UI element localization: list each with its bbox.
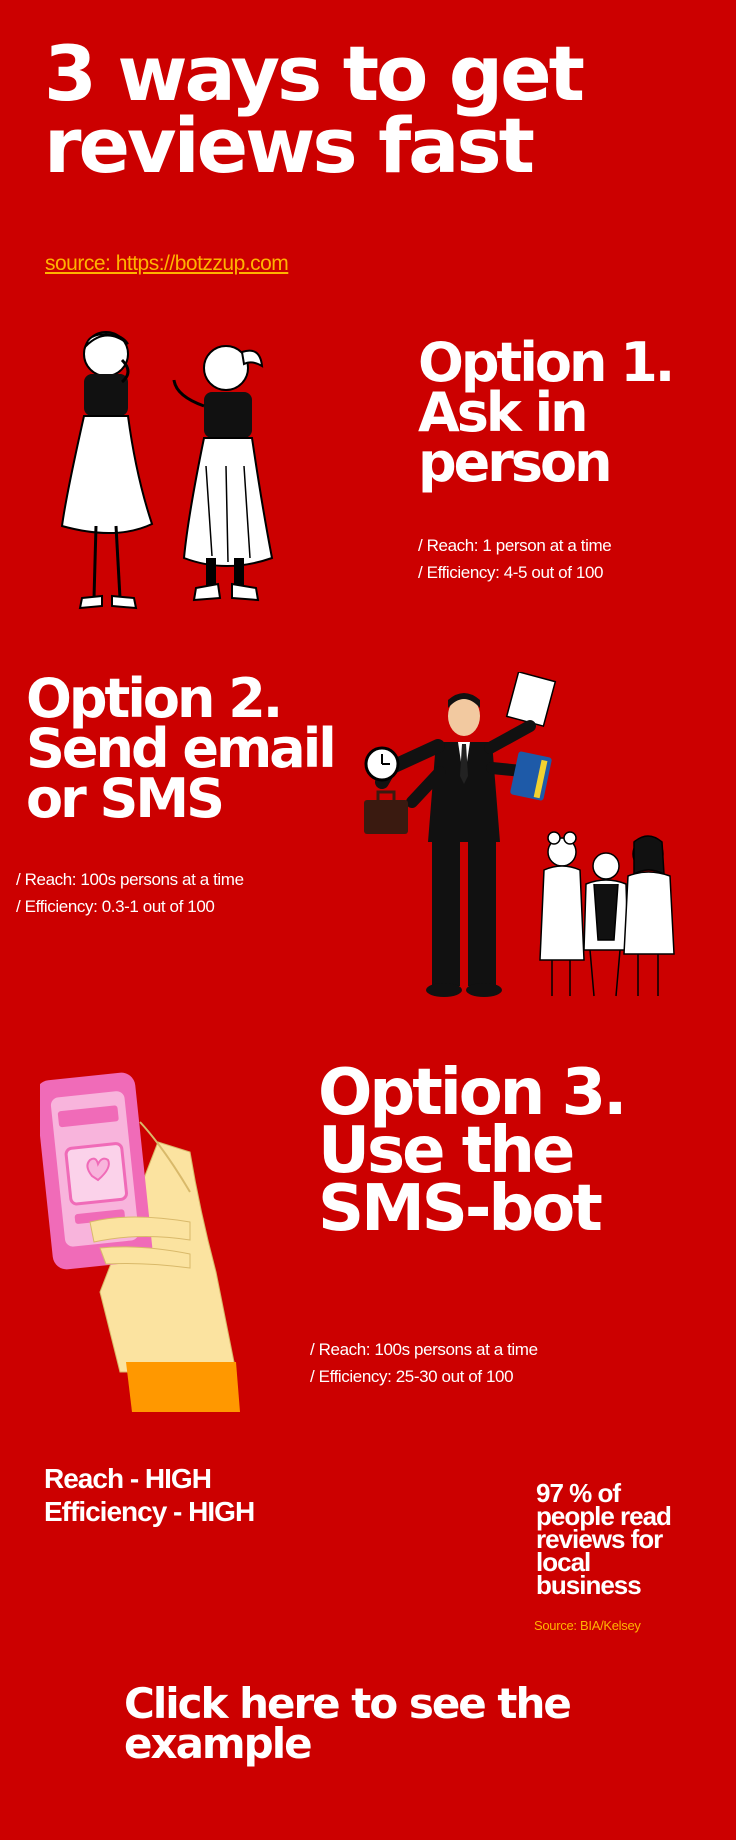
two-women-talking-illustration bbox=[56, 326, 286, 626]
page-title: 3 ways to get reviews fast bbox=[44, 29, 704, 190]
option-1-heading-line-1: Option 1. bbox=[418, 331, 675, 394]
option-2-stats: / Reach: 100s persons at a time / Effici… bbox=[16, 866, 244, 920]
option-3-heading-line-2: Use the bbox=[318, 1114, 575, 1188]
summary-efficiency: Efficiency - HIGH bbox=[44, 1496, 255, 1527]
option-3-heading: Option 3. Use the SMS-bot bbox=[318, 1056, 728, 1246]
cta-line-1: Click here to see the bbox=[124, 1679, 572, 1728]
fact-line-2: people read bbox=[536, 1501, 672, 1531]
option-2-heading-line-1: Option 2. bbox=[26, 667, 283, 730]
option-3-stats: / Reach: 100s persons at a time / Effici… bbox=[310, 1336, 538, 1390]
fact-line-1: 97 % of bbox=[536, 1478, 621, 1508]
option-1-heading-line-2: Ask in bbox=[418, 381, 589, 444]
cta-line-2: example bbox=[124, 1719, 313, 1768]
hand-holding-phone-illustration bbox=[40, 1072, 240, 1418]
title-line-2: reviews fast bbox=[44, 101, 535, 190]
option-3-heading-line-3: SMS-bot bbox=[318, 1172, 603, 1246]
example-cta-link[interactable]: Click here to see the example bbox=[124, 1679, 624, 1768]
title-line-1: 3 ways to get bbox=[44, 29, 585, 118]
option-1-heading: Option 1. Ask in person bbox=[418, 331, 718, 494]
option-3-heading-line-1: Option 3. bbox=[318, 1056, 627, 1130]
option-3-reach: / Reach: 100s persons at a time bbox=[310, 1340, 538, 1359]
option-1-stats: / Reach: 1 person at a time / Efficiency… bbox=[418, 532, 612, 586]
businessman-multitasking-illustration bbox=[360, 672, 570, 1002]
summary: Reach - HIGH Efficiency - HIGH bbox=[44, 1462, 255, 1528]
review-fact: 97 % of people read reviews for local bu… bbox=[536, 1478, 726, 1600]
option-3-efficiency: / Efficiency: 25-30 out of 100 bbox=[310, 1367, 514, 1386]
option-2-efficiency: / Efficiency: 0.3-1 out of 100 bbox=[16, 897, 215, 916]
option-2-heading-line-2: Send email bbox=[26, 717, 337, 780]
summary-reach: Reach - HIGH bbox=[44, 1463, 212, 1494]
option-1-reach: / Reach: 1 person at a time bbox=[418, 536, 612, 555]
fact-line-3: reviews for bbox=[536, 1524, 663, 1554]
option-2-heading: Option 2. Send email or SMS bbox=[26, 667, 356, 830]
fact-source: Source: BIA/Kelsey bbox=[534, 1618, 641, 1633]
group-of-women-illustration bbox=[536, 830, 676, 1000]
option-1-efficiency: / Efficiency: 4-5 out of 100 bbox=[418, 563, 604, 582]
fact-line-5: business bbox=[536, 1570, 642, 1600]
fact-line-4: local bbox=[536, 1547, 591, 1577]
option-1-heading-line-3: person bbox=[418, 431, 613, 494]
source-link[interactable]: source: https://botzzup.com bbox=[45, 252, 289, 275]
option-2-heading-line-3: or SMS bbox=[26, 767, 225, 830]
option-2-reach: / Reach: 100s persons at a time bbox=[16, 870, 244, 889]
